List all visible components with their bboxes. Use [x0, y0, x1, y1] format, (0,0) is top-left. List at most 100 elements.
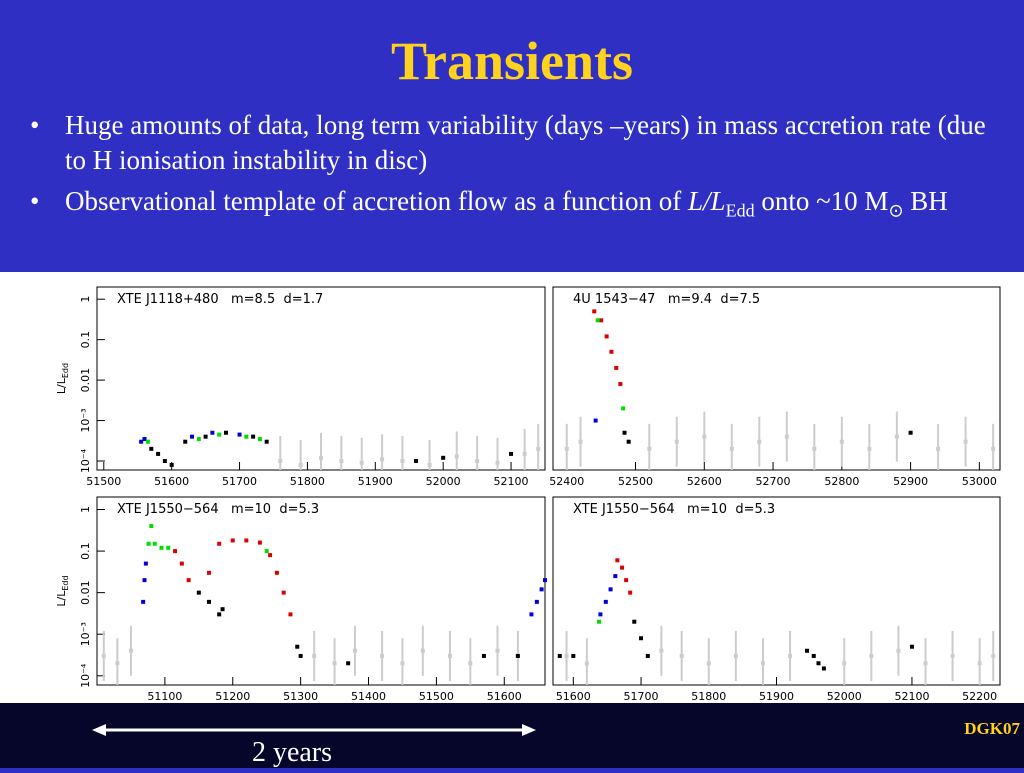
- data-point: [536, 446, 541, 451]
- bullet: Huge amounts of data, long term variabil…: [28, 108, 988, 178]
- span-label: 2 years: [252, 737, 332, 768]
- data-point: [615, 558, 620, 563]
- data-point: [936, 446, 941, 451]
- data-point: [584, 661, 589, 666]
- chart: 51100 51200 51300 51400 51500 51600 10⁻⁴ 10⁻³ 0.…: [55, 496, 547, 703]
- data-point: [173, 549, 178, 554]
- data-point: [816, 661, 821, 666]
- x-tick-label: 52100: [494, 475, 529, 488]
- data-point: [608, 587, 613, 592]
- data-point: [894, 434, 899, 439]
- data-point: [593, 418, 598, 423]
- data-point: [257, 540, 262, 545]
- data-point: [447, 653, 452, 658]
- data-point: [674, 439, 679, 444]
- x-tick-label: 51700: [624, 690, 659, 703]
- data-point: [869, 653, 874, 658]
- data-point: [220, 607, 225, 612]
- data-point: [210, 430, 215, 435]
- data-point: [339, 459, 344, 464]
- data-point: [217, 541, 222, 546]
- y-tick-label: 0.1: [79, 542, 92, 560]
- data-point: [821, 666, 826, 671]
- data-point: [603, 599, 608, 604]
- data-point: [149, 446, 154, 451]
- data-point: [115, 661, 120, 666]
- data-point: [784, 434, 789, 439]
- y-axis-label-sub: Edd: [61, 575, 70, 590]
- data-point: [839, 439, 844, 444]
- data-point: [190, 434, 195, 439]
- data-point: [169, 462, 174, 467]
- data-point: [571, 653, 576, 658]
- chart: 51500 51600 51700 51800 51900 52000 52100 10⁻⁴ 1…: [55, 286, 546, 488]
- bullet-subscript: ⊙: [888, 200, 904, 221]
- x-tick-label: 52200: [962, 690, 997, 703]
- chart-label: XTE J1550−564 m=10 d=5.3: [117, 502, 319, 517]
- data-point: [380, 457, 385, 462]
- data-point: [251, 434, 256, 439]
- x-tick-label: 52100: [894, 690, 929, 703]
- data-point: [454, 454, 459, 459]
- x-tick-label: 52400: [549, 475, 584, 488]
- x-tick-label: 53000: [962, 475, 997, 488]
- x-tick-label: 51500: [86, 475, 121, 488]
- data-point: [557, 653, 562, 658]
- data-point: [812, 446, 817, 451]
- chart-label: XTE J1118+480 m=8.5 d=1.7: [117, 292, 323, 307]
- data-point: [604, 334, 609, 339]
- data-point: [244, 434, 249, 439]
- chart-label: XTE J1550−564 m=10 d=5.3: [573, 502, 775, 517]
- data-point: [706, 661, 711, 666]
- x-tick-label: 51800: [691, 690, 726, 703]
- y-tick-label: 0.01: [79, 368, 92, 393]
- bullet-math: L/L: [688, 186, 726, 216]
- data-point: [207, 599, 211, 604]
- data-point: [618, 382, 623, 387]
- data-point: [632, 619, 637, 624]
- data-point: [991, 653, 996, 658]
- data-point: [196, 437, 201, 442]
- footer: 2 years DGK07: [0, 703, 1024, 768]
- data-point: [599, 318, 604, 323]
- data-point: [509, 451, 514, 456]
- data-point: [274, 570, 279, 575]
- data-point: [278, 459, 283, 464]
- data-point: [346, 661, 351, 666]
- data-point: [534, 599, 539, 604]
- y-tick-label: 0.1: [79, 331, 92, 349]
- data-point: [624, 578, 629, 583]
- footer-graphic: 2 years DGK07: [92, 719, 1020, 768]
- data-point: [647, 446, 652, 451]
- data-point: [529, 612, 534, 617]
- y-tick-label: 10⁻³: [79, 408, 92, 432]
- data-point: [141, 599, 146, 604]
- data-point: [811, 653, 816, 658]
- data-point: [145, 439, 150, 444]
- data-point: [441, 455, 446, 460]
- data-point: [244, 538, 249, 543]
- data-point: [183, 439, 188, 444]
- x-tick-label: 51200: [215, 690, 250, 703]
- data-point: [414, 459, 419, 464]
- data-point: [264, 439, 269, 444]
- data-point: [909, 644, 914, 649]
- data-point: [923, 661, 928, 666]
- data-point: [592, 309, 597, 314]
- x-tick-label: 51900: [358, 475, 393, 488]
- data-point: [264, 549, 269, 554]
- data-point: [729, 446, 734, 451]
- data-point: [609, 349, 614, 354]
- data-point: [152, 541, 157, 546]
- bullet-text: BH: [910, 186, 948, 216]
- data-point: [162, 459, 167, 464]
- data-point: [142, 578, 147, 583]
- plot-frame: [552, 286, 1001, 471]
- data-point: [950, 653, 955, 658]
- x-tick-label: 51700: [222, 475, 257, 488]
- data-point: [427, 462, 432, 467]
- data-point: [991, 446, 996, 451]
- data-point: [257, 437, 262, 442]
- data-point: [142, 437, 147, 442]
